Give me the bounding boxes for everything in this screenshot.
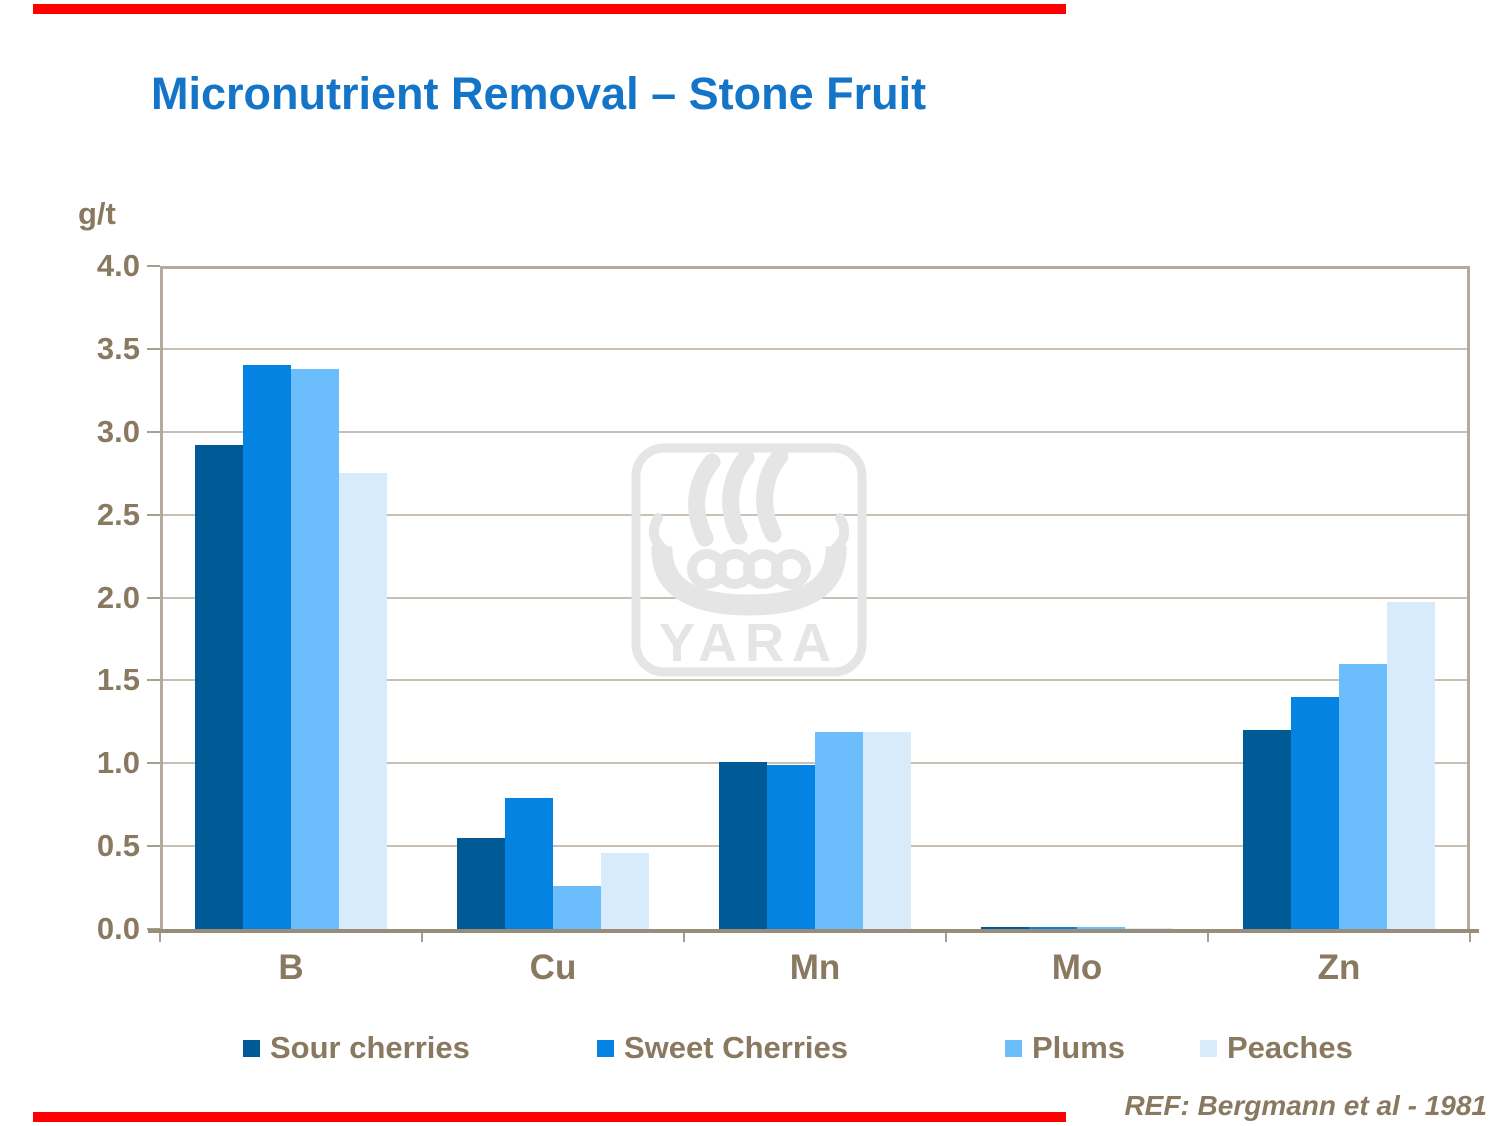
legend-label-sour-cherries: Sour cherries	[270, 1030, 470, 1065]
bar-Mn-peaches	[863, 732, 911, 929]
y-axis-tick-label-0.0: 0.0	[96, 911, 140, 946]
bar-Mn-sour-cherries	[719, 762, 767, 929]
bar-Mo-sweet-cherries	[1029, 927, 1077, 929]
gridline-2.5	[163, 513, 1467, 516]
gridline-3.5	[163, 347, 1467, 350]
x-axis-tick-3	[945, 931, 947, 942]
y-axis-tick-2.0	[147, 596, 160, 599]
legend-swatch-sweet-cherries	[597, 1039, 614, 1057]
y-axis-tick-label-2.0: 2.0	[96, 579, 140, 615]
legend-label-peaches: Peaches	[1227, 1030, 1353, 1065]
bar-Mo-peaches	[1125, 928, 1173, 929]
legend-label-plums: Plums	[1032, 1030, 1126, 1065]
page-title: Micronutrient Removal – Stone Fruit	[151, 68, 927, 119]
viking-ship-icon	[648, 513, 850, 616]
bar-Cu-plums	[553, 886, 601, 929]
legend-swatch-peaches	[1200, 1039, 1217, 1057]
y-axis-tick-3.5	[147, 347, 160, 350]
y-axis-tick-label-1.5: 1.5	[96, 662, 140, 698]
bar-Cu-peaches	[601, 853, 649, 929]
x-axis-tick-0	[159, 931, 161, 942]
x-axis-label-Zn: Zn	[1317, 948, 1361, 987]
legend-item-sweet-cherries: Sweet Cherries	[597, 1028, 848, 1068]
top-red-accent-bar	[33, 4, 1066, 14]
bar-B-plums	[291, 369, 339, 929]
legend-item-sour-cherries: Sour cherries	[243, 1028, 470, 1068]
bar-B-sour-cherries	[195, 445, 243, 929]
y-axis-tick-1.5	[147, 679, 160, 682]
y-axis-tick-label-3.5: 3.5	[96, 330, 140, 366]
x-axis-label-Mn: Mn	[789, 948, 841, 987]
x-axis-baseline	[148, 929, 1479, 933]
bar-B-peaches	[339, 473, 387, 929]
x-axis-tick-5	[1469, 931, 1471, 942]
y-axis-tick-label-3.0: 3.0	[96, 413, 140, 449]
x-axis-tick-4	[1207, 931, 1209, 942]
y-axis-unit-label: g/t	[78, 196, 116, 231]
yara-logo-watermark: YARA	[631, 443, 867, 677]
x-axis-label-B: B	[278, 948, 304, 987]
watermark-frame	[631, 443, 867, 677]
legend-label-sweet-cherries: Sweet Cherries	[624, 1030, 848, 1065]
legend-swatch-plums	[1005, 1039, 1022, 1057]
y-axis-tick-0.5	[147, 845, 160, 848]
legend-item-plums: Plums	[1005, 1028, 1125, 1068]
bar-Zn-peaches	[1387, 602, 1435, 929]
bar-Zn-sweet-cherries	[1291, 697, 1339, 929]
legend-item-peaches: Peaches	[1200, 1028, 1353, 1068]
bar-Cu-sour-cherries	[457, 838, 505, 929]
bottom-red-accent-bar	[33, 1112, 1066, 1122]
bar-B-sweet-cherries	[243, 365, 291, 929]
x-axis-label-Cu: Cu	[529, 948, 577, 987]
bar-Zn-plums	[1339, 664, 1387, 929]
bar-Mn-sweet-cherries	[767, 765, 815, 929]
bar-Mo-plums	[1077, 927, 1125, 929]
y-axis-tick-2.5	[147, 513, 160, 516]
y-axis-tick-label-1.0: 1.0	[96, 745, 140, 781]
bar-Mn-plums	[815, 732, 863, 929]
ship-sails-icon	[688, 447, 789, 547]
watermark-brand-text: YARA	[659, 613, 839, 673]
x-axis-tick-2	[683, 931, 685, 942]
legend-swatch-sour-cherries	[243, 1039, 260, 1057]
x-axis-label-Mo: Mo	[1051, 948, 1103, 987]
bar-Cu-sweet-cherries	[505, 798, 553, 929]
y-axis-tick-label-2.5: 2.5	[96, 496, 140, 532]
bar-Zn-sour-cherries	[1243, 730, 1291, 929]
y-axis-tick-3.0	[147, 430, 160, 433]
y-axis-tick-label-4.0: 4.0	[96, 248, 140, 283]
reference-note: REF: Bergmann et al - 1981	[1124, 1090, 1487, 1121]
gridline-1.5	[163, 679, 1467, 682]
y-axis-tick-label-0.5: 0.5	[96, 828, 140, 864]
y-axis-tick-4.0	[147, 265, 160, 267]
x-axis-tick-1	[421, 931, 423, 942]
y-axis-tick-1.0	[147, 762, 160, 765]
bar-Mo-sour-cherries	[981, 927, 1029, 929]
gridline-3.0	[163, 430, 1467, 433]
